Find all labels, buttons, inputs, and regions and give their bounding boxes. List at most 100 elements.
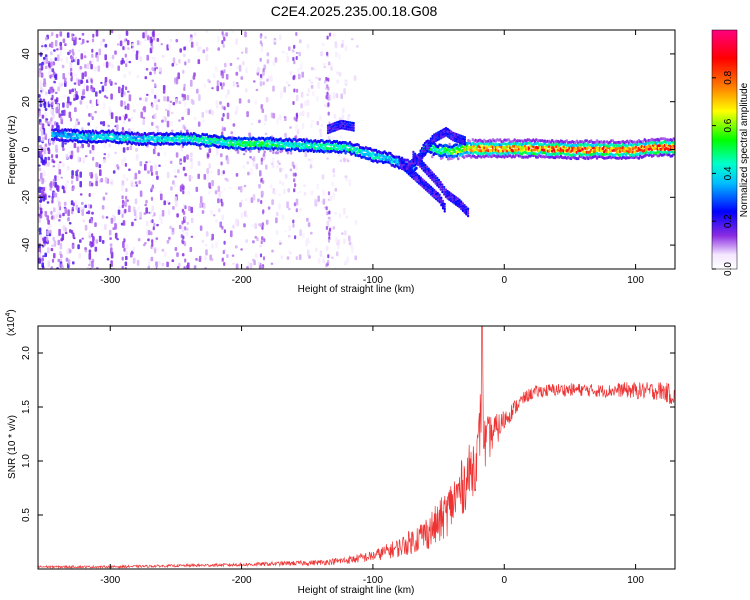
spectrogram-branch-cell: [426, 187, 429, 191]
spectrogram-noise-cell: [311, 119, 314, 123]
spectrogram-branch-cell: [455, 198, 458, 202]
spectrogram-streak-cell: [223, 36, 226, 41]
spectrogram-noise-cell: [163, 200, 166, 206]
spectrogram-noise-cell: [185, 44, 189, 51]
spectrogram-noise-cell: [210, 257, 214, 262]
spectrogram-noise-cell: [86, 267, 90, 269]
spectrogram-noise-cell: [101, 215, 105, 219]
spectrogram-branch-cell: [418, 179, 421, 183]
snr-panel: -300 -200 -100 0 100 0.51.01.52.0 Height of …: [5, 309, 676, 596]
spectrogram-noise-cell: [286, 256, 290, 260]
spectrogram-noise-cell: [252, 156, 256, 162]
spectrogram-noise-cell: [202, 119, 205, 123]
spectrogram-branch-cell: [433, 133, 436, 136]
spectrogram-noise-cell: [261, 108, 265, 113]
spectrogram-branch-cell: [431, 189, 434, 193]
spectrogram-noise-cell: [242, 61, 245, 66]
spectrogram-branch-cell: [428, 184, 431, 187]
spectrogram-branch-cell: [446, 189, 449, 193]
spectrogram-noise-cell: [151, 79, 155, 82]
spectrogram-noise-cell: [91, 260, 94, 268]
spectrogram-noise-cell: [171, 259, 175, 263]
spectrogram-noise-cell: [185, 232, 189, 236]
spectrogram-noise-cell: [47, 260, 51, 268]
spectrogram-noise-cell: [48, 100, 52, 104]
spectrogram-noise-cell: [338, 213, 342, 219]
spectrogram-branch-cell: [337, 120, 340, 124]
spectrogram-noise-cell: [310, 66, 314, 71]
spectrogram-noise-cell: [147, 265, 151, 269]
spectrogram-branch-cell: [461, 202, 464, 205]
spectrogram-branch-cell: [419, 183, 422, 187]
spectrogram-noise-cell: [186, 94, 190, 101]
spectrogram-streak-cell: [71, 210, 74, 215]
spectrogram-noise-cell: [255, 88, 259, 92]
spectrogram-noise-cell: [51, 244, 54, 247]
spectrogram-branch-cell: [427, 172, 430, 175]
spectrogram-noise-cell: [142, 119, 145, 125]
spectrogram-noise-cell: [337, 245, 340, 250]
spectrogram-branch-cell: [424, 181, 427, 184]
spectrogram-noise-cell: [125, 177, 129, 182]
spectrogram-noise-cell: [276, 212, 279, 217]
spectrogram-noise-cell: [176, 252, 179, 257]
spectrogram-noise-cell: [299, 190, 302, 193]
spectrogram-noise-cell: [66, 179, 69, 184]
spectrogram-noise-cell: [215, 100, 219, 106]
spectrogram-noise-cell: [319, 128, 322, 134]
spectrogram-noise-cell: [334, 212, 337, 215]
spectrogram-noise-cell: [55, 91, 58, 94]
spectrogram-streak-cell: [154, 145, 157, 150]
spectrogram-branch-cell: [352, 121, 355, 125]
spectrogram-cells: [38, 30, 675, 269]
spectrogram-noise-cell: [334, 187, 338, 192]
spectrogram-noise-cell: [88, 263, 91, 267]
spectrogram-branch-cell: [441, 202, 445, 205]
spectrogram-branch-cell: [428, 191, 431, 194]
spectrogram-branch-cell: [419, 176, 422, 180]
colorbar-tick-label: 0.2: [723, 214, 734, 228]
spectrogram-noise-cell: [71, 88, 74, 93]
spectrogram-noise-cell: [56, 210, 60, 216]
spectrogram-branch-cell: [429, 139, 432, 143]
spectrogram-noise-cell: [128, 118, 131, 122]
spectrogram-noise-cell: [118, 167, 121, 170]
spectrogram-noise-cell: [338, 53, 341, 60]
spectrogram-branch-cell: [431, 178, 434, 181]
spectrogram-noise-cell: [250, 122, 254, 126]
spectrogram-noise-cell: [128, 94, 132, 102]
spectrogram-noise-cell: [177, 169, 180, 174]
spectrogram-noise-cell: [132, 206, 136, 212]
spectrogram-branch-cell: [342, 127, 345, 130]
spectrogram-noise-cell: [275, 217, 278, 224]
spectrogram-noise-cell: [111, 214, 115, 218]
spectrogram-noise-cell: [245, 239, 248, 243]
spectrogram-noise-cell: [91, 211, 94, 215]
spectrogram-noise-cell: [235, 245, 238, 249]
spectrogram-noise-cell: [316, 96, 319, 102]
spectrogram-branch-cell: [411, 168, 414, 172]
spectrogram-noise-cell: [285, 52, 289, 56]
spectrogram-noise-cell: [166, 200, 169, 204]
spectrogram-branch-cell: [429, 144, 432, 148]
spectrogram-noise-cell: [117, 209, 121, 215]
spectrogram-ridge-cell: [415, 166, 418, 170]
spectrogram-noise-cell: [62, 38, 66, 43]
spectrogram-noise-cell: [217, 47, 220, 51]
spectrogram-branch-cell: [463, 208, 466, 212]
spectrogram-noise-cell: [38, 164, 41, 167]
spectrogram-ridge-cell: [626, 144, 629, 148]
spectrogram-noise-cell: [153, 56, 156, 64]
spectrogram-branch-cell: [421, 154, 424, 158]
spectrogram-streak-cell: [53, 71, 56, 76]
spectrogram-noise-cell: [273, 39, 277, 43]
spectrogram-noise-cell: [283, 116, 287, 119]
spectrogram-noise-cell: [56, 176, 60, 181]
spectrogram-branch-cell: [328, 128, 331, 132]
spectrogram-noise-cell: [255, 253, 258, 258]
spectrogram-noise-cell: [308, 158, 311, 161]
spectrogram-noise-cell: [307, 249, 310, 257]
spectrogram-branch-cell: [460, 141, 463, 145]
spectrogram-branch-cell: [342, 122, 345, 125]
spectrogram-noise-cell: [122, 220, 126, 226]
